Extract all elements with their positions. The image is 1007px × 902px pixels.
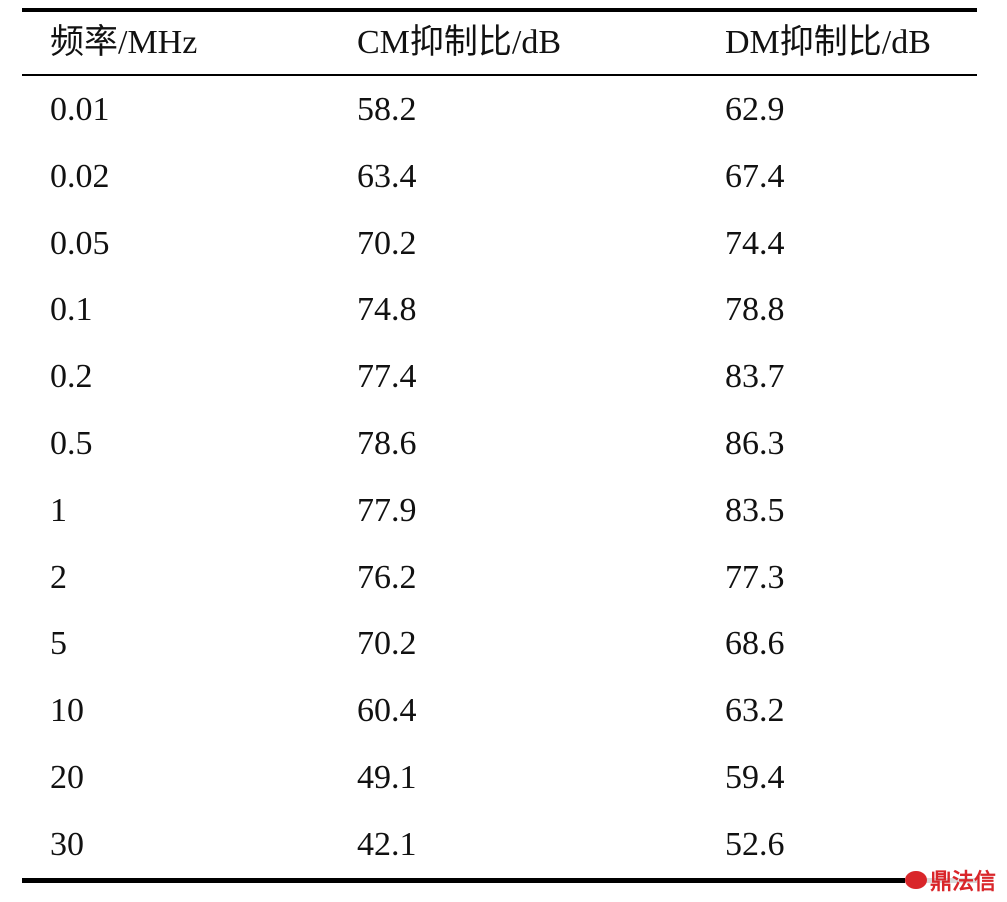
table-cell: 78.8 [725, 291, 785, 329]
table-cell: 62.9 [725, 91, 785, 128]
table-cell: 58.2 [357, 91, 417, 128]
table-cell: 2 [50, 558, 67, 596]
header-cell: DM抑制比/dB [725, 24, 931, 61]
table-cell: 0.1 [50, 291, 93, 329]
table-cell: 86.3 [725, 425, 785, 462]
table-cell: 0.05 [50, 224, 110, 262]
table-cell: 60.4 [357, 692, 417, 730]
table-cell: 74.4 [725, 224, 785, 262]
table-cell: 77.3 [725, 558, 785, 596]
table-cell: 70.2 [357, 224, 417, 262]
watermark-icon [905, 871, 927, 889]
table-cell: 83.5 [725, 491, 785, 529]
header-rule [22, 74, 977, 76]
table-cell: 63.2 [725, 692, 785, 730]
table-cell: 68.6 [725, 625, 785, 663]
table-cell: 49.1 [357, 759, 417, 796]
table-cell: 77.4 [357, 358, 417, 396]
table-cell: 67.4 [725, 157, 785, 195]
table-cell: 70.2 [357, 625, 417, 663]
table-cell: 59.4 [725, 759, 785, 796]
table-cell: 63.4 [357, 157, 417, 195]
table-cell: 0.5 [50, 425, 93, 462]
table-cell: 0.2 [50, 358, 93, 396]
header-cell: CM抑制比/dB [357, 24, 562, 61]
table-cell: 78.6 [357, 425, 417, 462]
table-cell: 42.1 [357, 825, 417, 863]
bottom-rule [22, 878, 977, 883]
table-cell: 0.02 [50, 157, 110, 195]
table-cell: 10 [50, 692, 84, 730]
table-cell: 30 [50, 825, 84, 863]
table-cell: 20 [50, 759, 84, 796]
table-cell: 83.7 [725, 358, 785, 396]
table-cell: 0.01 [50, 91, 110, 128]
table-cell: 77.9 [357, 491, 417, 529]
table-cell: 74.8 [357, 291, 417, 329]
top-rule [22, 8, 977, 12]
table-cell: 5 [50, 625, 67, 663]
table-cell: 1 [50, 491, 67, 529]
table-cell: 76.2 [357, 558, 417, 596]
watermark: 鼎法信 [905, 866, 997, 895]
watermark-text: 鼎法信 [930, 870, 997, 895]
table-cell: 52.6 [725, 825, 785, 863]
header-cell: 频率/MHz [50, 24, 198, 61]
